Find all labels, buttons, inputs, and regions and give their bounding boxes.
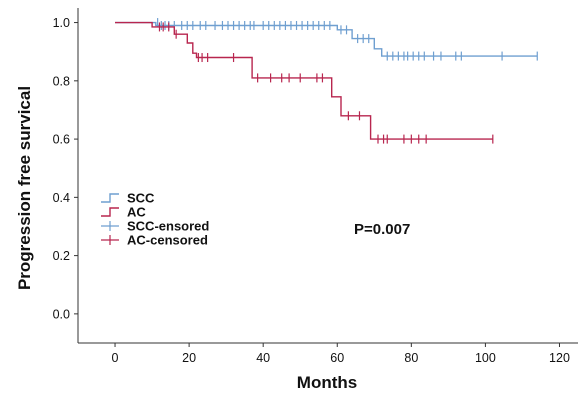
survival-curve-ac	[115, 21, 493, 140]
x-axis-title: Months	[297, 373, 357, 392]
x-tick-label: 20	[182, 351, 196, 365]
legend-label: AC	[127, 205, 146, 220]
survival-curve-scc	[115, 21, 538, 57]
series-ac	[115, 21, 494, 144]
axes: 0 20 40 60 80 100 120 0.0 0.2 0.4 0.6 0.8 1.0	[53, 8, 578, 365]
y-tick-label: 0.6	[53, 133, 70, 147]
series-layer	[115, 18, 538, 144]
legend-label: SCC-ensored	[127, 219, 209, 234]
legend-item: SCC	[101, 191, 155, 206]
legend-swatch-step	[101, 193, 119, 203]
y-tick-label: 0.2	[53, 249, 70, 263]
y-tick-label: 0.0	[53, 307, 70, 321]
y-tick-label: 0.4	[53, 191, 70, 205]
series-scc	[115, 18, 538, 61]
legend-item: SCC-ensored	[101, 219, 209, 234]
legend-swatch-step	[101, 207, 119, 217]
x-tick-label: 40	[256, 351, 270, 365]
x-tick-label: 80	[404, 351, 418, 365]
y-tick-label: 1.0	[53, 16, 70, 30]
legend-label: AC-censored	[127, 233, 208, 248]
legend-label: SCC	[127, 191, 155, 206]
x-tick-label: 60	[330, 351, 344, 365]
y-axis-title: Progression free survical	[15, 86, 34, 290]
x-tick-label: 120	[549, 351, 570, 365]
legend-item: AC	[101, 205, 146, 220]
x-tick-label: 0	[112, 351, 119, 365]
x-tick-label: 100	[475, 351, 496, 365]
legend-item: AC-censored	[101, 233, 208, 248]
y-tick-label: 0.8	[53, 74, 70, 88]
p-value-annotation: P=0.007	[354, 221, 410, 238]
